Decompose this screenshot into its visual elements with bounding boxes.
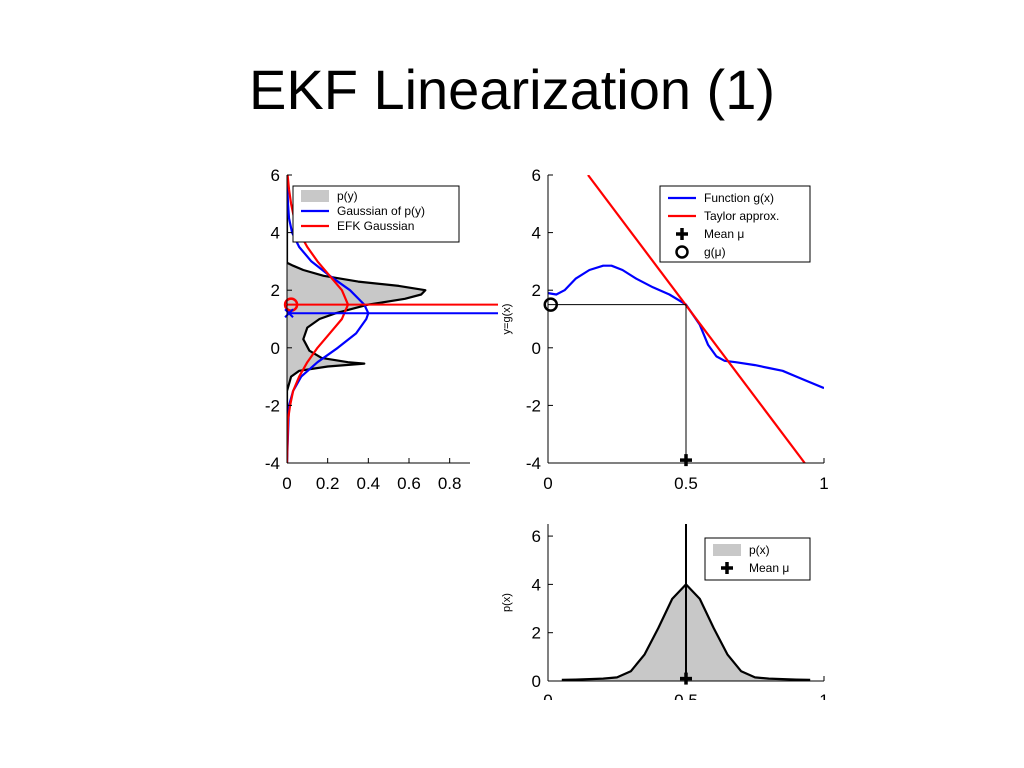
y-tick-label: 0 <box>532 339 541 358</box>
legend-entry: p(x) <box>713 543 770 557</box>
legend-entry: Mean μ <box>676 227 744 241</box>
legend-label: Mean μ <box>704 227 744 241</box>
y-axis-label: y=g(x) <box>501 304 513 335</box>
legend-label: p(x) <box>749 543 770 557</box>
marker-x-1 <box>284 308 294 318</box>
x-tick-label: 0.5 <box>674 474 698 493</box>
x-tick-label: 0.2 <box>316 474 340 493</box>
legend-entry: Function g(x) <box>668 191 774 205</box>
chart-px-input-density: 0 0.5 1 0 2 4 6 p(x) p(x) Mean μ <box>501 524 829 710</box>
x-tick-label: 0.8 <box>438 474 462 493</box>
legend: p(x) Mean μ <box>704 537 811 581</box>
y-tick-label: 6 <box>532 166 541 185</box>
x-tick-label: 1 <box>819 474 828 493</box>
legend-entry: g(μ) <box>675 245 726 259</box>
y-tick-label: 2 <box>271 281 280 300</box>
y-tick-label: 4 <box>532 575 541 594</box>
series-p-y-fill <box>287 175 426 463</box>
y-tick-label: 0 <box>532 672 541 691</box>
series-gaussian-of-p-y-line <box>287 175 370 463</box>
slide-title: EKF Linearization (1) <box>248 58 775 121</box>
legend-label: Gaussian of p(y) <box>337 204 425 218</box>
legend-entry: p(y) <box>301 189 358 203</box>
legend-entry: Taylor approx. <box>668 209 779 223</box>
y-tick-label: 6 <box>271 166 280 185</box>
x-tick-label: 0.4 <box>357 474 381 493</box>
y-tick-label: 4 <box>271 224 280 243</box>
legend-label: Function g(x) <box>704 191 774 205</box>
legend-label: Taylor approx. <box>704 209 779 223</box>
x-tick-label: 0 <box>543 691 552 710</box>
x-tick-label: 0.5 <box>674 691 698 710</box>
legend-swatch <box>675 245 689 259</box>
legend-label: p(y) <box>337 189 358 203</box>
y-tick-label: -4 <box>526 454 541 473</box>
legend: p(y)Gaussian of p(y)EFK Gaussian <box>292 185 460 243</box>
legend-label: Mean μ <box>749 561 789 575</box>
x-tick-label: 0.6 <box>397 474 421 493</box>
chart-py-output-density: 0 0.2 0.4 0.6 0.8 -4 -2 0 2 4 6 p(y)Gaussian of p(y… <box>265 166 498 493</box>
y-tick-label: 6 <box>532 527 541 546</box>
y-tick-label: -2 <box>526 396 541 415</box>
x-tick-label: 0 <box>282 474 291 493</box>
y-tick-label: -4 <box>265 454 280 473</box>
legend-swatch <box>713 544 741 556</box>
y-tick-label: 4 <box>532 224 541 243</box>
legend-entry: EFK Gaussian <box>301 219 414 233</box>
y-axis-label: p(x) <box>501 593 513 612</box>
x-tick-label: 1 <box>819 691 828 710</box>
legend-label: g(μ) <box>704 245 726 259</box>
series-p-y-line <box>287 175 427 463</box>
marker-circle-0 <box>543 297 559 312</box>
legend-entry: Gaussian of p(y) <box>301 204 425 218</box>
legend-label: EFK Gaussian <box>337 219 414 233</box>
y-tick-label: -2 <box>265 396 280 415</box>
series-taylor-approx-line <box>587 175 806 463</box>
x-tick-label: 0 <box>543 474 552 493</box>
y-tick-label: 2 <box>532 281 541 300</box>
legend: Function g(x) Taylor approx. Mean μ g(μ) <box>659 185 811 263</box>
y-tick-label: 2 <box>532 624 541 643</box>
legend-swatch <box>301 190 329 202</box>
legend-entry: Mean μ <box>721 561 789 575</box>
chart-gx-function: 0 0.5 1 -4 -2 0 2 4 6 y=g(x) Function g(x) Taylor a… <box>501 166 829 493</box>
y-tick-label: 0 <box>271 339 280 358</box>
